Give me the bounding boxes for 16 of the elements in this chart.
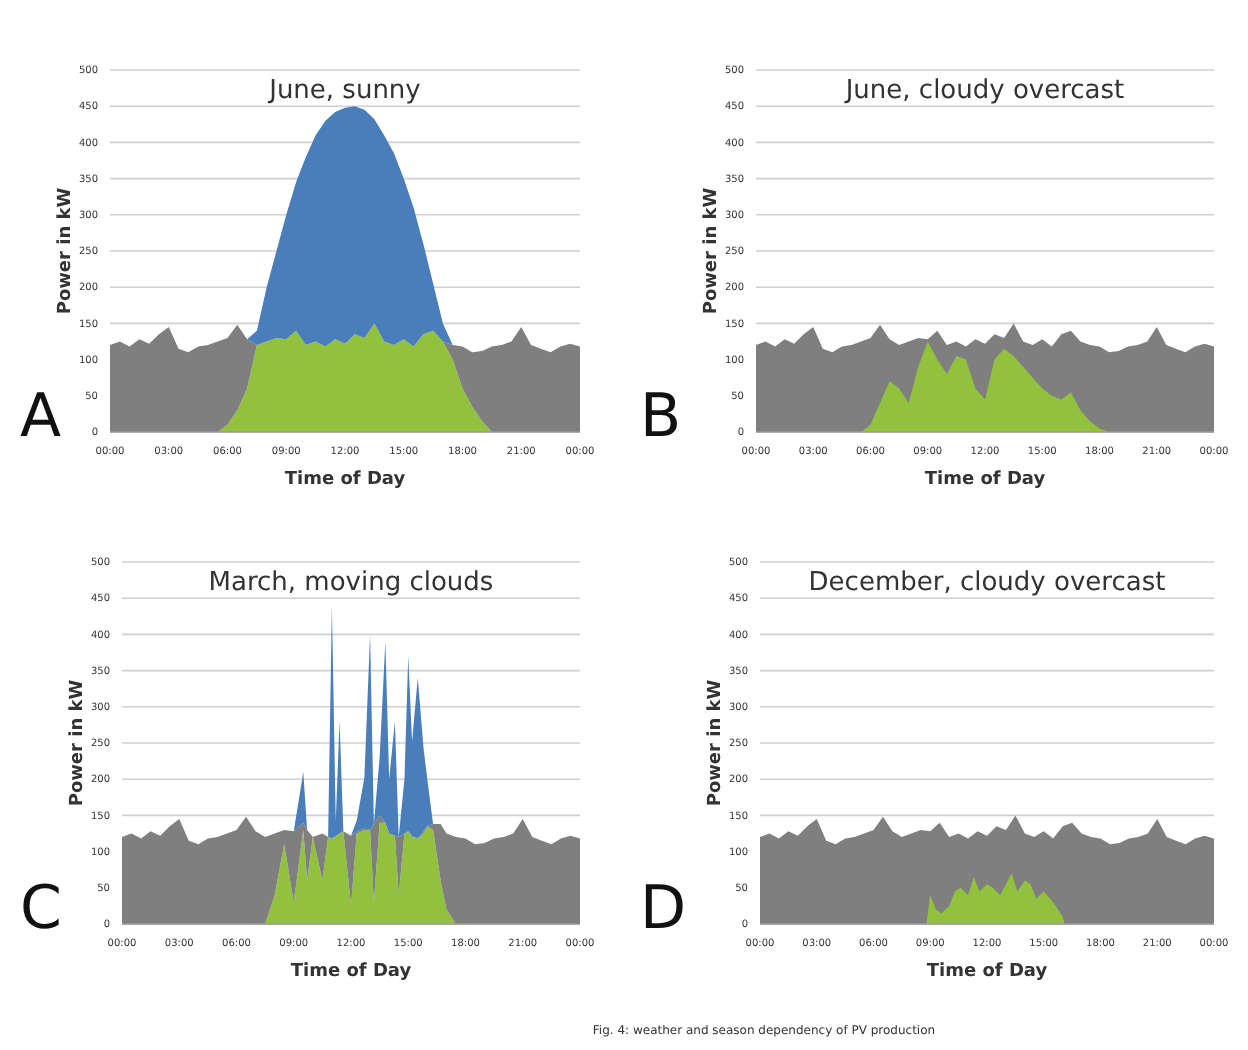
y-axis-title: Power in kW — [68, 679, 88, 807]
y-axis-title: Power in kW — [702, 187, 722, 315]
text: B — [640, 382, 682, 452]
chart-title: December, cloudy overcast — [808, 568, 1166, 598]
chart-title: June, cloudy overcast — [843, 76, 1125, 106]
text: C — [20, 874, 62, 944]
chart-title: June, sunny — [267, 76, 422, 106]
text: D — [640, 874, 687, 944]
y-axis-title: Power in kW — [56, 187, 76, 315]
x-axis-title: Time of Day — [290, 962, 412, 982]
x-axis-title: Time of Day — [924, 470, 1046, 490]
chart-title: March, moving clouds — [208, 568, 494, 598]
x-axis-title: Time of Day — [926, 962, 1048, 982]
text: A — [20, 382, 62, 452]
y-axis-title: Power in kW — [706, 679, 726, 807]
x-axis-title: Time of Day — [284, 470, 406, 490]
